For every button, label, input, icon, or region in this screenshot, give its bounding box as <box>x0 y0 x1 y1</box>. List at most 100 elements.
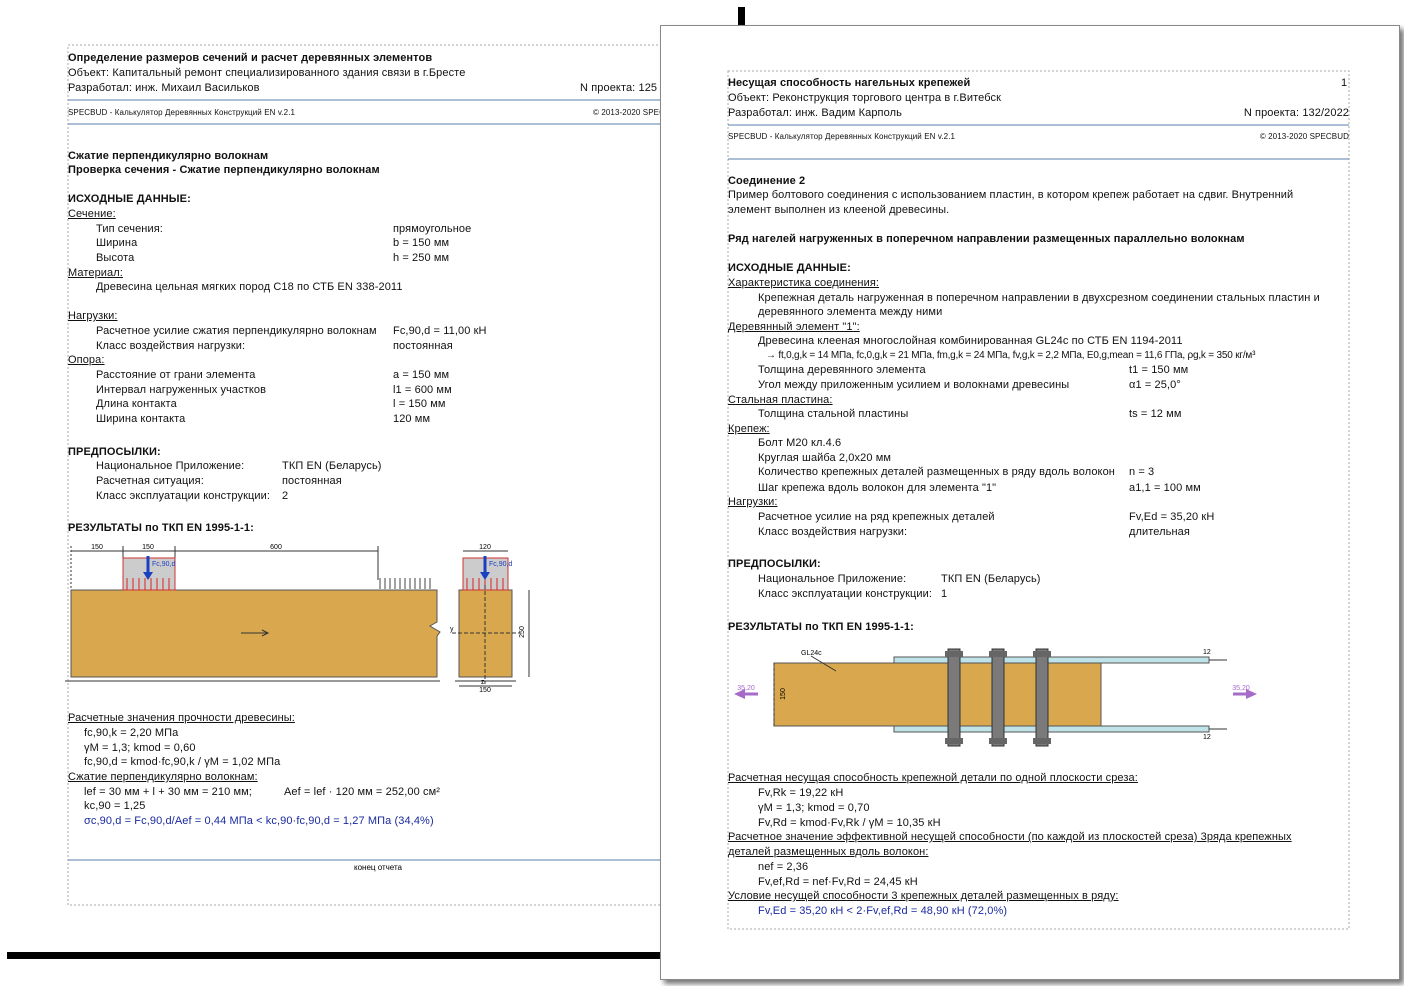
text-line: деревянного элемента между ними <box>758 306 943 318</box>
text-line: fc,90,k = 2,20 МПа <box>84 727 179 739</box>
field-value: постоянная <box>282 475 342 487</box>
text-line: Сжатие перпендикулярно волокнам <box>68 150 269 162</box>
footer: конец отчета <box>354 863 403 872</box>
field-label: Расчетное усилие сжатия перпендикулярно … <box>96 325 377 337</box>
text-line: Стальная пластина: <box>728 394 833 406</box>
field-value: b = 150 мм <box>393 237 450 249</box>
page-graphics: конец отчета 150 150 600 Fc,90,d Fc,90,d… <box>65 44 738 906</box>
text-line: fc,90,d = kmod·fc,90,k / γM = 1,02 МПа <box>84 756 281 768</box>
field-value: a1,1 = 100 мм <box>1129 482 1201 494</box>
text-line: ИСХОДНЫЕ ДАННЫЕ: <box>728 262 851 274</box>
text-line: ПРЕДПОСЫЛКИ: <box>68 446 161 458</box>
author-line: Разработал: инж. Михаил Васильков <box>68 82 260 94</box>
text-line: Расчетное значение эффективной несущей с… <box>728 831 1292 843</box>
field-label: Количество крепежных деталей размещенных… <box>758 466 1115 478</box>
field-value: постоянная <box>393 340 453 352</box>
field-label: Расчетное усилие на ряд крепежных детале… <box>758 511 995 523</box>
text-line: Сжатие перпендикулярно волокнам: <box>68 771 258 783</box>
field-label: Угол между приложенным усилием и волокна… <box>758 379 1070 391</box>
field-label: Шаг крепежа вдоль волокон для элемента "… <box>758 482 997 494</box>
text-line: ПРЕДПОСЫЛКИ: <box>728 558 821 570</box>
text-line: Болт M20 кл.4.6 <box>758 437 842 449</box>
text-line: Fv,Rk = 19,22 кН <box>758 787 844 799</box>
field-label: lef = 30 мм + l + 30 мм = 210 мм; <box>84 786 252 798</box>
text-line: ИСХОДНЫЕ ДАННЫЕ: <box>68 193 191 205</box>
author-line: Разработал: инж. Вадим Карполь <box>728 107 902 119</box>
field-label: Тип сечения: <box>96 223 163 235</box>
field-value: 1 <box>941 588 948 600</box>
software-name: SPECBUD - Калькулятор Деревянных Констру… <box>728 132 956 141</box>
text-line: РЕЗУЛЬТАТЫ по ТКП EN 1995-1-1: <box>728 621 914 633</box>
text-line: Проверка сечения - Сжатие перпендикулярн… <box>68 164 380 176</box>
text-line: РЕЗУЛЬТАТЫ по ТКП EN 1995-1-1: <box>68 522 254 534</box>
text-line: Древесина цельная мягких пород C18 по СТ… <box>96 281 403 293</box>
field-value: h = 250 мм <box>393 252 450 264</box>
text-line: γM = 1,3; kmod = 0,60 <box>84 742 196 754</box>
field-value: прямоугольное <box>393 223 472 235</box>
axis-label: z <box>481 679 485 686</box>
text-line: Ряд нагелей нагруженных в поперечном нап… <box>728 233 1245 245</box>
text-line: деталей размещенных вдоль волокон: <box>728 846 929 858</box>
field-label: Высота <box>96 252 135 264</box>
project-number: N проекта: 132/2022 <box>1243 107 1349 119</box>
field-value: 2 <box>282 490 289 502</box>
report-page: конец отчета 150 150 600 Fc,90,d Fc,90,d… <box>65 44 738 906</box>
field-value: α1 = 25,0° <box>1129 379 1181 391</box>
field-value: ТКП EN (Беларусь) <box>941 573 1041 585</box>
text-line: nef = 2,36 <box>758 861 809 873</box>
field-label: Интервал нагруженных участков <box>96 384 267 396</box>
field-label: Длина контакта <box>96 398 177 410</box>
text-line: Круглая шайба 2,0x20 мм <box>758 452 892 464</box>
text-line: Fv,Rd = kmod·Fv,Rk / γM = 10,35 кН <box>758 817 941 829</box>
page-graphics: GL24c 150 12 12 35,20 35,20 <box>727 70 1350 930</box>
field-label: Национальное Приложение: <box>96 460 245 472</box>
field-label: Класс воздействия нагрузки: <box>96 340 246 352</box>
copyright: © 2013-2020 SPECBUD <box>593 108 683 117</box>
text-line: kc,90 = 1,25 <box>84 800 146 812</box>
field-value: l = 150 мм <box>393 398 446 410</box>
page-number: 1 <box>1341 77 1348 89</box>
text-line: Расчетные значения прочности древесины: <box>68 712 295 724</box>
field-value: 120 мм <box>393 413 431 425</box>
dimension: 120 <box>479 544 491 551</box>
dimension: 150 <box>142 544 154 551</box>
text-line: Соединение 2 <box>728 175 806 187</box>
text-line: → ft,0,g,k = 14 МПа, fc,0,g,k = 21 МПа, … <box>766 350 1256 361</box>
load-label: Fc,90,d <box>489 561 512 568</box>
report-title: Несущая способность нагельных крепежей <box>728 77 971 89</box>
text-line: Нагрузки: <box>68 310 118 322</box>
field-value: ts = 12 мм <box>1129 408 1182 420</box>
text-line: Пример болтового соединения с использова… <box>728 189 1294 201</box>
dimension: 12 <box>1203 649 1211 656</box>
force-label: 35,20 <box>737 685 755 692</box>
text-line: Нагрузки: <box>728 496 778 508</box>
field-label: Толщина деревянного элемента <box>758 364 926 376</box>
dimension: 12 <box>1203 734 1211 741</box>
text-line: Сечение: <box>68 208 116 220</box>
field-label: Класс эксплуатации конструкции: <box>96 490 271 502</box>
copyright: © 2013-2020 SPECBUD <box>1259 132 1349 141</box>
axis-label: y <box>450 626 454 633</box>
report-page: GL24c 150 12 12 35,20 35,20 Несущая спос… <box>660 25 1400 980</box>
field-label: Национальное Приложение: <box>758 573 907 585</box>
text-line: γM = 1,3; kmod = 0,70 <box>758 802 870 814</box>
field-value: n = 3 <box>1129 466 1155 478</box>
field-value: t1 = 150 мм <box>1129 364 1189 376</box>
field-label: Ширина контакта <box>96 413 186 425</box>
load-label: Fc,90,d <box>152 561 175 568</box>
text-line: Условие несущей способности 3 крепежных … <box>728 890 1119 902</box>
field-value: Fc,90,d = 11,00 кН <box>393 325 487 337</box>
field-label: Расстояние от грани элемента <box>96 369 256 381</box>
text-line: Опора: <box>68 354 105 366</box>
frame <box>727 70 1350 930</box>
text-line: Характеристика соединения: <box>728 277 880 289</box>
object-line: Объект: Капитальный ремонт специализиров… <box>68 67 466 79</box>
frame <box>67 44 738 906</box>
field-value: a = 150 мм <box>393 369 450 381</box>
force-label: 35,20 <box>1232 685 1250 692</box>
dimension: 600 <box>270 544 282 551</box>
material-label: GL24c <box>801 650 822 657</box>
field-value: ТКП EN (Беларусь) <box>282 460 382 472</box>
text-line: Fv,Ed = 35,20 кН < 2·Fv,ef,Rd = 48,90 кН… <box>758 905 1008 917</box>
